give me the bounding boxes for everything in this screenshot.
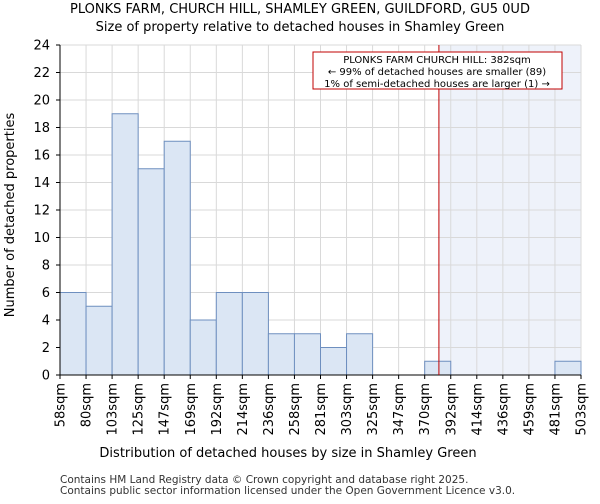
x-tick-label: 58sqm xyxy=(54,383,69,427)
annotation-box: PLONKS FARM CHURCH HILL: 382sqm ← 99% of… xyxy=(312,51,563,90)
y-tick-label: 24 xyxy=(33,39,50,54)
x-tick-label: 192sqm xyxy=(210,383,225,436)
histogram-bar xyxy=(59,292,87,376)
x-tick-label: 281sqm xyxy=(314,383,329,436)
x-tick-label: 481sqm xyxy=(548,383,563,436)
x-tick-label: 80sqm xyxy=(80,383,95,427)
footer-licence: Contains public sector information licen… xyxy=(60,485,515,497)
x-tick-label: 214sqm xyxy=(236,383,251,436)
x-tick-label: 392sqm xyxy=(444,383,459,436)
x-tick-label: 370sqm xyxy=(418,383,433,436)
histogram-bar xyxy=(293,333,322,376)
x-tick-label: 258sqm xyxy=(288,383,303,436)
histogram-bar xyxy=(424,360,452,376)
x-tick-label: 347sqm xyxy=(392,383,407,436)
x-tick-label: 103sqm xyxy=(106,383,121,436)
histogram-bar xyxy=(137,168,165,376)
y-tick-label: 2 xyxy=(42,341,50,356)
y-tick-label: 16 xyxy=(33,149,50,164)
x-tick-label: 169sqm xyxy=(184,383,199,436)
histogram-bar xyxy=(267,333,295,376)
y-tick-label: 12 xyxy=(33,204,50,219)
y-tick-label: 14 xyxy=(33,176,50,191)
chart-subtitle: Size of property relative to detached ho… xyxy=(96,20,505,35)
x-tick-label: 125sqm xyxy=(132,383,147,436)
y-tick-label: 10 xyxy=(33,231,50,246)
footer-copyright: Contains HM Land Registry data © Crown c… xyxy=(60,474,468,486)
histogram-bar xyxy=(85,305,113,376)
x-axis-label: Distribution of detached houses by size … xyxy=(99,446,476,461)
histogram-bar xyxy=(111,113,139,376)
x-tick-label: 236sqm xyxy=(262,383,277,436)
y-tick-label: 18 xyxy=(33,121,50,136)
histogram-bar xyxy=(241,292,269,376)
histogram-bar xyxy=(163,140,191,376)
y-tick-label: 22 xyxy=(33,66,50,81)
x-tick-label: 436sqm xyxy=(496,383,511,436)
histogram-bar xyxy=(189,319,217,376)
annotation-title: PLONKS FARM CHURCH HILL: 382sqm xyxy=(343,55,531,66)
x-tick-label: 303sqm xyxy=(340,383,355,436)
x-tick-label: 414sqm xyxy=(470,383,485,436)
x-tick-label: 147sqm xyxy=(158,383,173,436)
chart-title: PLONKS FARM, CHURCH HILL, SHAMLEY GREEN,… xyxy=(70,2,530,17)
annotation-smaller: ← 99% of detached houses are smaller (89… xyxy=(328,67,546,78)
annotation-larger: 1% of semi-detached houses are larger (1… xyxy=(324,79,550,90)
histogram-bar xyxy=(320,347,348,376)
x-tick-label: 325sqm xyxy=(366,383,381,436)
y-tick-label: 0 xyxy=(42,369,50,384)
x-tick-label: 503sqm xyxy=(575,383,590,436)
y-tick-label: 6 xyxy=(42,286,50,301)
y-tick-label: 4 xyxy=(42,314,50,329)
histogram-bar xyxy=(346,333,374,376)
histogram-bar xyxy=(215,292,243,376)
y-axis-label: Number of detached properties xyxy=(3,113,18,318)
y-tick-label: 20 xyxy=(33,94,50,109)
y-tick-label: 8 xyxy=(42,259,50,274)
annotation-frame xyxy=(312,51,563,90)
x-tick-label: 459sqm xyxy=(522,383,537,436)
histogram-bar xyxy=(554,360,582,376)
